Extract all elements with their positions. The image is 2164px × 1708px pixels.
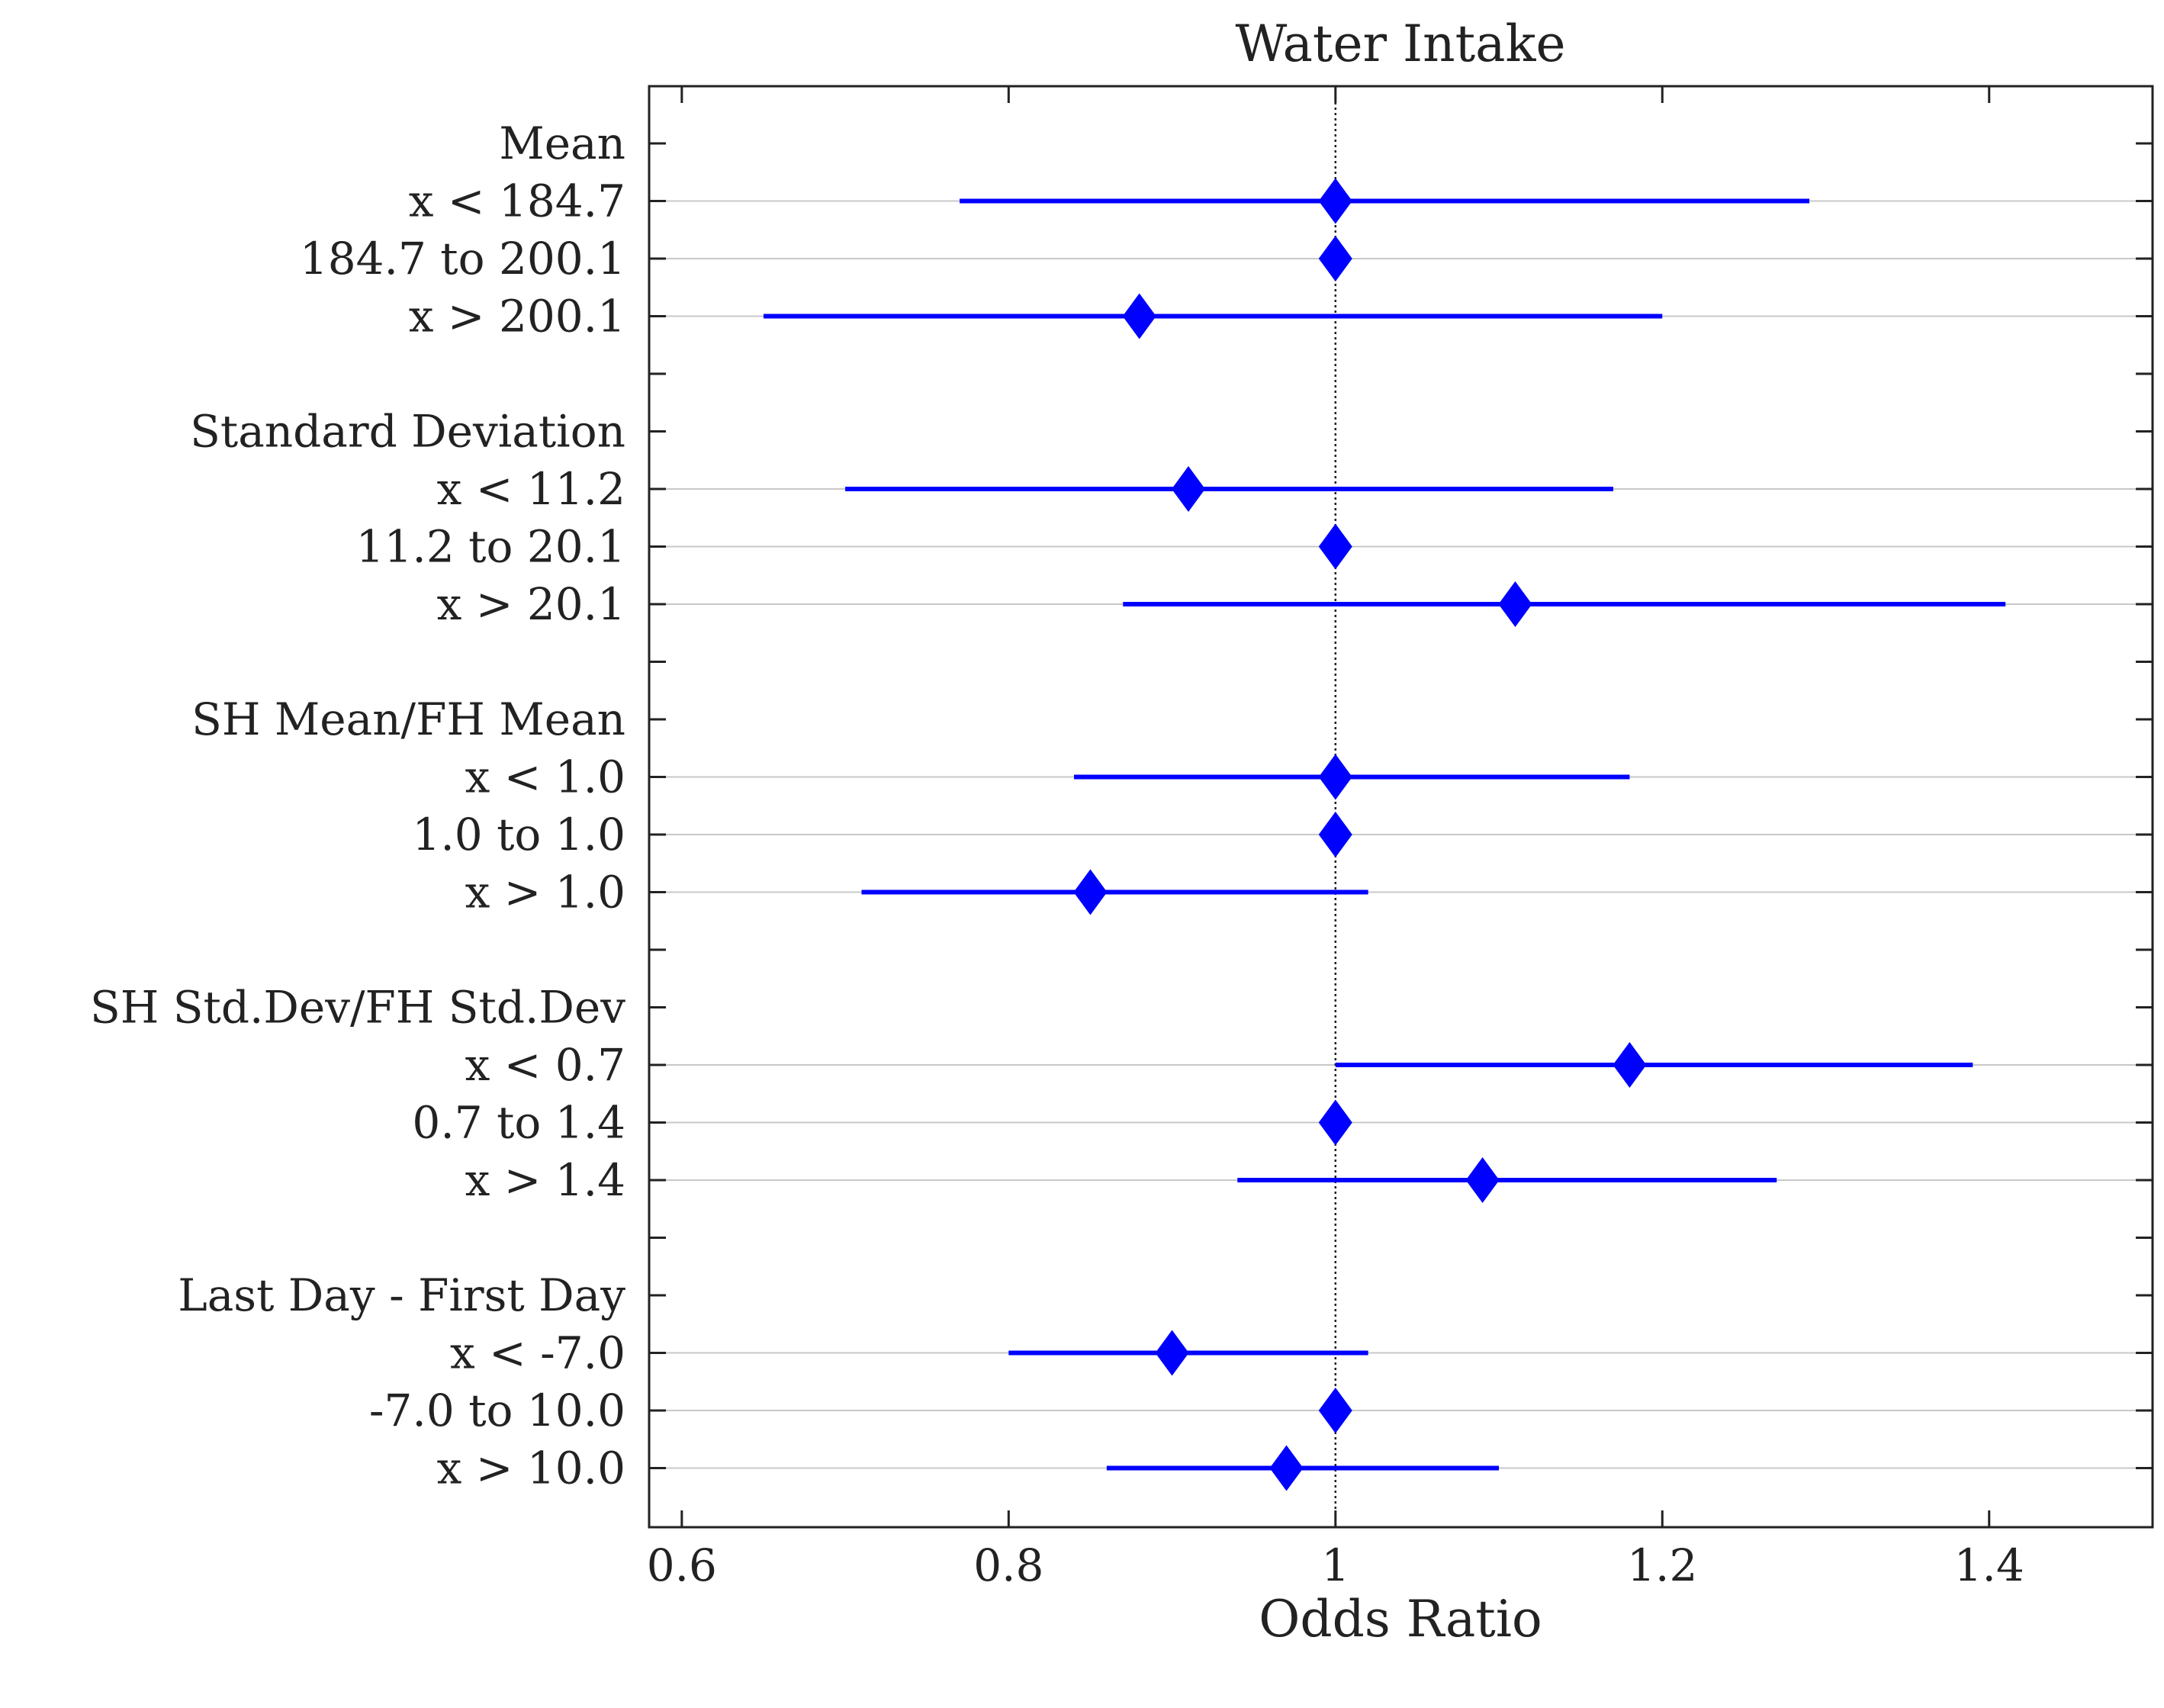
or-marker <box>1171 466 1205 512</box>
or-marker <box>1073 869 1108 915</box>
or-marker <box>1318 812 1352 857</box>
or-marker <box>1318 236 1352 281</box>
x-tick-label: 1.4 <box>1954 1539 2024 1591</box>
x-axis-label: Odds Ratio <box>1259 1590 1542 1648</box>
or-marker <box>1318 178 1352 224</box>
group-header-label: Mean <box>499 117 625 169</box>
or-marker <box>1465 1157 1500 1203</box>
row-label: -7.0 to 10.0 <box>369 1385 625 1436</box>
group-header-label: SH Std.Dev/FH Std.Dev <box>90 982 625 1034</box>
chart-title: Water Intake <box>1235 14 1565 73</box>
or-marker <box>1122 293 1156 339</box>
grid-lines <box>649 200 2153 1469</box>
or-marker <box>1318 1388 1352 1433</box>
or-marker <box>1613 1042 1647 1088</box>
group-header-label: Standard Deviation <box>190 406 625 458</box>
row-label: 1.0 to 1.0 <box>412 809 625 860</box>
or-marker <box>1318 523 1352 570</box>
row-label: x < 0.7 <box>465 1039 625 1091</box>
x-axis-ticks: 0.6 0.8 1 1.2 1.4 <box>647 86 2024 1591</box>
group-header-label: SH Mean/FH Mean <box>191 693 625 745</box>
row-label: x > 10.0 <box>437 1443 625 1494</box>
row-label: x > 1.4 <box>465 1154 625 1206</box>
or-marker <box>1269 1445 1304 1491</box>
row-label: x < -7.0 <box>450 1327 625 1379</box>
x-tick-label: 1.2 <box>1627 1539 1697 1591</box>
group-header-label: Last Day - First Day <box>178 1269 625 1321</box>
row-label: 11.2 to 20.1 <box>356 521 625 573</box>
row-label: 184.7 to 200.1 <box>300 233 625 285</box>
row-label: x > 1.0 <box>465 867 625 918</box>
row-label: x < 11.2 <box>437 463 625 515</box>
row-label: x < 1.0 <box>465 751 625 803</box>
plot-frame <box>648 85 2154 1529</box>
or-marker <box>1318 754 1352 800</box>
row-label: x > 20.1 <box>437 578 625 630</box>
or-marker <box>1318 1099 1352 1146</box>
row-label: 0.7 to 1.4 <box>412 1097 625 1149</box>
x-tick-label: 0.8 <box>973 1539 1043 1591</box>
x-tick-label: 1 <box>1321 1539 1349 1591</box>
y-axis-labels: Mean x < 184.7 184.7 to 200.1 x > 200.1 Stan… <box>90 117 625 1494</box>
or-marker <box>1155 1330 1189 1376</box>
row-label: x > 200.1 <box>409 291 625 343</box>
row-label: x < 184.7 <box>409 175 625 227</box>
y-axis-ticks <box>649 142 2153 1469</box>
or-marker <box>1498 581 1532 627</box>
odds-ratio-markers <box>1073 178 1647 1491</box>
x-tick-label: 0.6 <box>647 1539 717 1591</box>
